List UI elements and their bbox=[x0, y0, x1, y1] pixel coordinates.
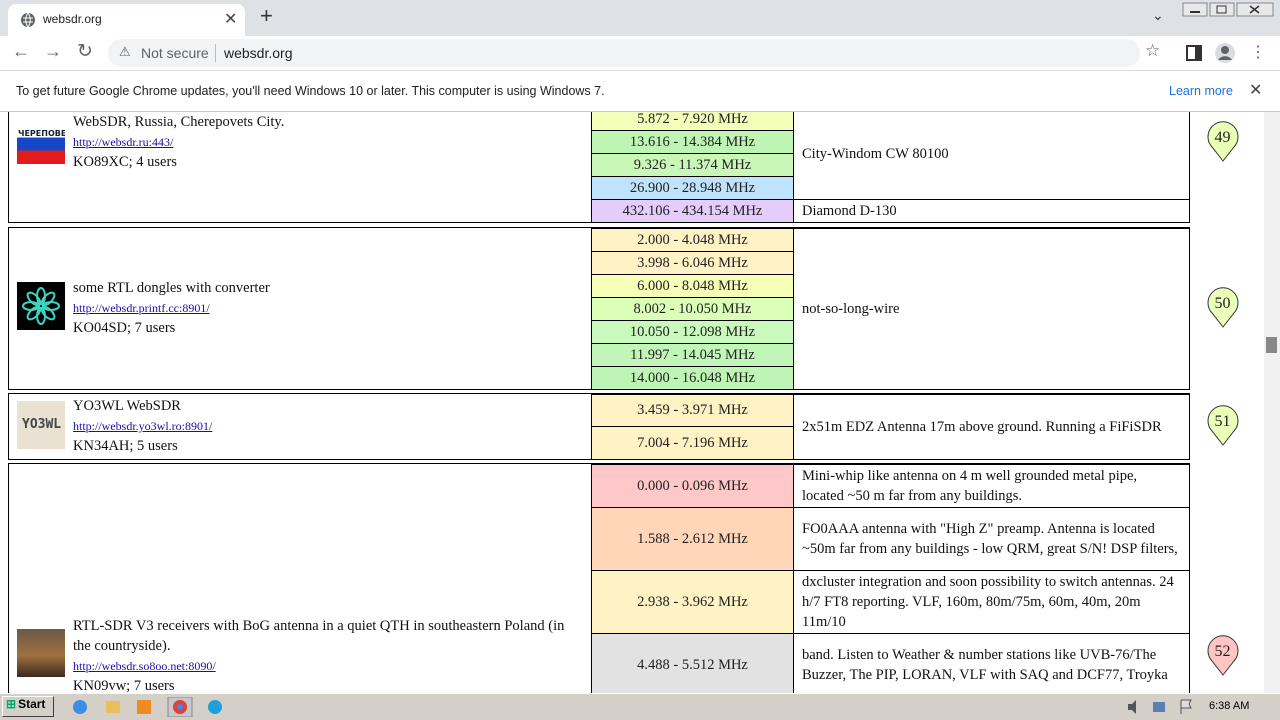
station-info: KO04SD; 7 users bbox=[73, 320, 176, 336]
antenna: City-Windom CW 80100 bbox=[793, 112, 1190, 200]
pin-shape bbox=[1207, 287, 1239, 328]
pin-shape bbox=[1207, 121, 1239, 162]
station-url[interactable]: http://websdr.ru:443/ bbox=[73, 135, 174, 149]
tab-bar: websdr.org ✕ + ⌄ bbox=[0, 0, 1280, 36]
security-label: Not secure bbox=[141, 45, 209, 61]
band-range[interactable]: 5.872 - 7.920 MHz bbox=[591, 112, 794, 131]
band-range[interactable]: 14.000 - 16.048 MHz bbox=[591, 366, 794, 390]
band-range[interactable]: 4.488 - 5.512 MHz bbox=[591, 633, 794, 693]
scrollbar bbox=[1264, 112, 1280, 693]
antenna: band. Listen to Weather & number station… bbox=[793, 633, 1190, 693]
bookmark-button[interactable]: ☆ bbox=[1145, 41, 1161, 60]
learn-more[interactable]: Learn more bbox=[1169, 84, 1233, 98]
start-label: Start bbox=[18, 697, 46, 711]
band-range[interactable]: 8.002 - 10.050 MHz bbox=[591, 297, 794, 321]
pin-number: 49 bbox=[1214, 129, 1231, 146]
station-info: KO89XC; 4 users bbox=[73, 154, 177, 170]
station-text: WebSDR, Russia, Cherepovets City. http://… bbox=[73, 112, 583, 172]
band-range[interactable]: 432.106 - 434.154 MHz bbox=[591, 199, 794, 223]
band-range[interactable]: 2.000 - 4.048 MHz bbox=[591, 228, 794, 252]
forward-button[interactable]: → bbox=[44, 41, 62, 61]
tray-icons[interactable] bbox=[1125, 699, 1195, 715]
menu[interactable]: ⋮ bbox=[1250, 44, 1266, 61]
divider bbox=[215, 44, 216, 62]
content: ЧЕРЕПОВЕЦ WebSDR, Russia, Cherepovets Cit… bbox=[0, 112, 1264, 693]
omnibox[interactable]: ⚠ Not secure websdr.org bbox=[108, 39, 1140, 67]
station-name: RTL-SDR V3 receivers with BoG antenna in… bbox=[73, 618, 565, 654]
antenna: dxcluster integration and soon possibili… bbox=[793, 570, 1190, 634]
station-name: YO3WL WebSDR bbox=[73, 398, 181, 414]
station-url[interactable]: http://websdr.so8oo.net:8090/ bbox=[73, 659, 216, 673]
side-panel[interactable] bbox=[1186, 45, 1202, 61]
warning-icon: ⚠ bbox=[119, 44, 131, 59]
band-range[interactable]: 6.000 - 8.048 MHz bbox=[591, 274, 794, 298]
info-close[interactable]: ✕ bbox=[1249, 82, 1263, 99]
map-pin: 50 bbox=[1206, 286, 1240, 328]
antenna: Diamond D-130 bbox=[793, 199, 1190, 223]
station-text: YO3WL WebSDR http://websdr.yo3wl.ro:8901/… bbox=[73, 396, 583, 456]
pin-shape bbox=[1207, 405, 1239, 446]
band-range[interactable]: 1.588 - 2.612 MHz bbox=[591, 507, 794, 571]
band-range[interactable]: 3.998 - 6.046 MHz bbox=[591, 251, 794, 275]
pin-shape bbox=[1207, 635, 1239, 676]
pin-number: 51 bbox=[1214, 413, 1231, 430]
station-text: RTL-SDR V3 receivers with BoG antenna in… bbox=[73, 616, 583, 693]
map-pin: 51 bbox=[1206, 404, 1240, 446]
band-range[interactable]: 9.326 - 11.374 MHz bbox=[591, 153, 794, 177]
antenna: not-so-long-wire bbox=[793, 228, 1190, 390]
taskbar: ⊞ Start 6:38 AM bbox=[0, 693, 1280, 720]
start-button[interactable]: ⊞ Start bbox=[2, 696, 54, 717]
logo-text: YO3WL bbox=[22, 417, 62, 432]
tab-title: websdr.org bbox=[43, 12, 102, 26]
station-info: KN34AH; 5 users bbox=[73, 438, 178, 454]
station-logo bbox=[17, 629, 65, 677]
scroll-thumb[interactable] bbox=[1266, 337, 1277, 353]
station-name: WebSDR, Russia, Cherepovets City. bbox=[73, 114, 285, 130]
map-pin: 52 bbox=[1206, 634, 1240, 676]
back-button[interactable]: ← bbox=[12, 41, 30, 61]
profile[interactable] bbox=[1214, 42, 1236, 64]
map-pin: 49 bbox=[1206, 120, 1240, 162]
quick-launch[interactable] bbox=[70, 697, 230, 717]
info-message: To get future Google Chrome updates, you… bbox=[16, 84, 605, 98]
station-url[interactable]: http://websdr.printf.cc:8901/ bbox=[73, 301, 210, 315]
window-controls[interactable] bbox=[1182, 2, 1274, 18]
band-range[interactable]: 13.616 - 14.384 MHz bbox=[591, 130, 794, 154]
antenna: Mini-whip like antenna on 4 m well groun… bbox=[793, 464, 1190, 508]
new-tab[interactable]: + bbox=[260, 3, 273, 28]
station-logo bbox=[17, 282, 65, 330]
station-logo: YO3WL bbox=[17, 401, 65, 449]
band-range[interactable]: 3.459 - 3.971 MHz bbox=[591, 394, 794, 427]
info-bar: To get future Google Chrome updates, you… bbox=[0, 70, 1280, 112]
pin-number: 50 bbox=[1214, 295, 1231, 312]
station-name: some RTL dongles with converter bbox=[73, 280, 270, 296]
band-range[interactable]: 0.000 - 0.096 MHz bbox=[591, 464, 794, 508]
pin-number: 52 bbox=[1214, 643, 1231, 660]
tab[interactable]: websdr.org ✕ bbox=[8, 4, 245, 36]
station-info: KN09vw; 7 users bbox=[73, 678, 175, 693]
station-text: some RTL dongles with converter http://we… bbox=[73, 278, 583, 338]
tab-search[interactable]: ⌄ bbox=[1152, 7, 1164, 23]
station-logo: ЧЕРЕПОВЕЦ bbox=[17, 116, 65, 164]
url: websdr.org bbox=[224, 45, 293, 61]
band-range[interactable]: 11.997 - 14.045 MHz bbox=[591, 343, 794, 367]
reload-button[interactable]: ↻ bbox=[77, 41, 93, 62]
tab-close[interactable]: ✕ bbox=[224, 11, 238, 28]
antenna: 2x51m EDZ Antenna 17m above ground. Runn… bbox=[793, 394, 1190, 460]
logo-text: ЧЕРЕПОВЕЦ bbox=[18, 129, 65, 138]
band-range[interactable]: 10.050 - 12.098 MHz bbox=[591, 320, 794, 344]
antenna: FO0AAA antenna with "High Z" preamp. Ant… bbox=[793, 507, 1190, 571]
band-range[interactable]: 7.004 - 7.196 MHz bbox=[591, 426, 794, 460]
tab-icon bbox=[21, 12, 35, 28]
band-range[interactable]: 26.900 - 28.948 MHz bbox=[591, 176, 794, 200]
clock: 6:38 AM bbox=[1209, 700, 1250, 712]
station-url[interactable]: http://websdr.yo3wl.ro:8901/ bbox=[73, 419, 213, 433]
logo-art bbox=[22, 287, 60, 325]
band-range[interactable]: 2.938 - 3.962 MHz bbox=[591, 570, 794, 634]
